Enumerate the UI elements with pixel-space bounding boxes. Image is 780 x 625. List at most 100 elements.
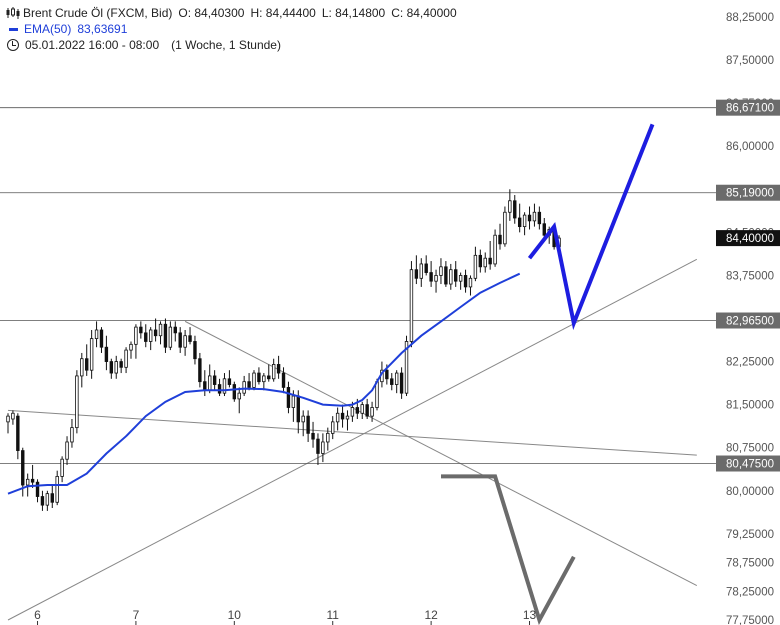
candle-body — [16, 415, 20, 451]
candle-body — [80, 358, 84, 377]
legend-ohlc-row: Brent Crude Öl (FXCM, Bid) O: 84,40300 H… — [6, 5, 457, 21]
candle-body — [542, 223, 546, 236]
candle — [163, 318, 168, 353]
candle — [262, 373, 266, 391]
candle — [345, 410, 350, 431]
candle — [80, 352, 84, 388]
candle-body — [144, 332, 148, 342]
candle — [203, 370, 207, 397]
candle — [104, 335, 109, 371]
candle — [444, 261, 448, 287]
candle-body — [375, 381, 379, 408]
candle-body — [281, 372, 286, 388]
candle-body — [232, 384, 237, 400]
candle-body — [345, 415, 350, 420]
candle-body — [104, 346, 109, 362]
horizontal-levels — [0, 107, 780, 464]
candle-body — [271, 364, 276, 380]
candle — [144, 324, 148, 348]
candle-body — [242, 381, 246, 394]
trendline — [184, 320, 698, 586]
candle-body — [537, 211, 542, 225]
price-tag: 86,67100 — [716, 99, 780, 116]
candle-body — [94, 329, 99, 340]
trendline — [7, 258, 698, 621]
candle-body — [252, 372, 256, 388]
candle-body — [419, 263, 423, 279]
candle — [478, 249, 483, 273]
candle-body — [109, 361, 114, 374]
candle-body — [148, 329, 153, 342]
candle-body — [163, 323, 168, 348]
candle-body — [203, 381, 207, 391]
candle — [148, 327, 153, 351]
candle — [340, 404, 345, 428]
candle-body — [360, 404, 364, 414]
candle — [119, 358, 123, 374]
candle-body — [444, 266, 448, 285]
candle-body — [301, 415, 305, 423]
candle — [257, 367, 261, 385]
x-axis: 6 7 10 11 12 13 — [34, 608, 537, 625]
candle-body — [119, 361, 123, 368]
candle — [65, 436, 69, 465]
price-tag: 80,47500 — [716, 455, 780, 472]
candle — [25, 473, 30, 497]
candle — [276, 355, 281, 379]
candle — [321, 433, 325, 463]
candle — [365, 398, 369, 419]
candle-body — [498, 234, 502, 245]
candle — [227, 370, 232, 388]
candle-body — [75, 375, 79, 429]
price-tag-bg — [716, 455, 780, 472]
candle-body — [473, 254, 478, 279]
candle — [532, 203, 537, 227]
candle-body — [350, 407, 355, 417]
candle — [508, 189, 512, 221]
candle — [188, 327, 192, 345]
x-tick-label: 11 — [326, 608, 339, 622]
candle-body — [139, 326, 143, 334]
candle — [429, 261, 433, 287]
candle — [409, 261, 414, 348]
candle-body — [50, 493, 54, 503]
candle-body — [227, 378, 232, 385]
candle — [193, 335, 197, 365]
candle-body — [508, 200, 512, 213]
candle — [222, 373, 227, 397]
candle-body — [40, 496, 45, 506]
candle-body — [321, 441, 325, 454]
y-tick-label: 81,50000 — [726, 400, 774, 412]
candlesticks — [6, 189, 561, 511]
candle-body — [158, 323, 163, 337]
candle-body — [257, 372, 261, 383]
candle — [55, 470, 59, 506]
y-tick-label: 80,75000 — [726, 443, 774, 455]
candle-body — [85, 358, 89, 371]
candle — [198, 352, 202, 388]
legend-ema-row: EMA(50) 83,63691 — [6, 21, 457, 37]
candle — [237, 387, 241, 414]
candle — [527, 206, 532, 230]
candle — [360, 401, 364, 419]
candle-body — [527, 214, 532, 222]
candle-body — [35, 481, 40, 497]
candle — [70, 419, 74, 448]
candle-body — [99, 329, 104, 348]
candle — [45, 490, 50, 511]
candle — [99, 327, 104, 353]
price-labels: 86,67100 85,19000 82,96500 80,47500 84,40000 — [716, 99, 780, 472]
candle — [134, 324, 138, 359]
candle-body — [45, 493, 50, 506]
candle-body — [183, 335, 187, 348]
candle-body — [178, 332, 182, 348]
candle-body — [434, 275, 438, 282]
candle — [173, 321, 177, 342]
candle-body — [208, 375, 212, 391]
candle — [439, 258, 443, 285]
candle — [178, 327, 182, 353]
candle — [271, 358, 276, 382]
candle — [513, 195, 517, 224]
candle-body — [212, 375, 217, 385]
